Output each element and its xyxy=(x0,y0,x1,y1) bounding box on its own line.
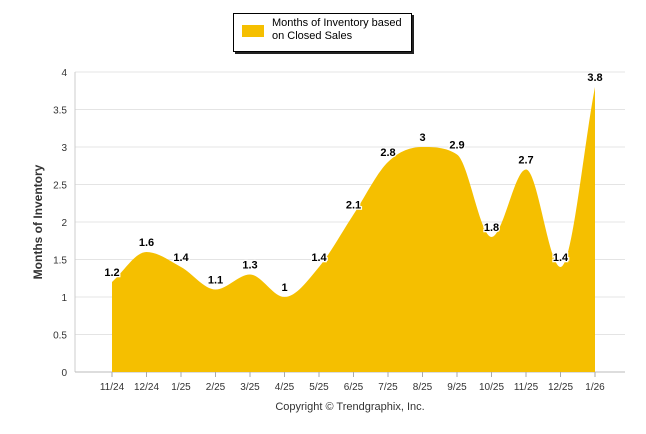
data-label: 1.1 xyxy=(208,275,223,287)
x-tick-label: 2/25 xyxy=(206,382,226,393)
copyright-text: Copyright © Trendgraphix, Inc. xyxy=(275,401,425,413)
y-axis-ticks: 0 0.5 1 1.5 2 2.5 3 3.5 4 xyxy=(53,68,67,379)
x-tick-label: 3/25 xyxy=(240,382,260,393)
x-tick-label: 12/25 xyxy=(548,382,573,393)
y-tick-label: 0 xyxy=(61,368,67,379)
data-label: 1.2 xyxy=(104,267,119,279)
y-axis-label: Months of Inventory xyxy=(31,164,45,279)
data-label: 2.8 xyxy=(380,147,395,159)
x-tick-label: 7/25 xyxy=(378,382,398,393)
x-tick-label: 11/25 xyxy=(514,382,539,393)
y-tick-label: 1 xyxy=(61,293,67,304)
legend-label: Months of Inventory based on Closed Sale… xyxy=(272,17,402,42)
x-tick-label: 6/25 xyxy=(344,382,364,393)
data-labels: 1.2 1.6 1.4 1.1 1.3 1 1.4 2.1 2.8 3 2.9 1.8 2.7 1.4 3.… xyxy=(103,71,604,296)
data-label: 1 xyxy=(281,282,287,294)
data-label: 2.7 xyxy=(518,155,533,167)
x-tick-label: 12/24 xyxy=(134,382,159,393)
y-tick-label: 1.5 xyxy=(53,256,67,267)
x-axis-ticks: 11/24 12/24 1/25 2/25 3/25 4/25 5/25 6/25 7/25 8/… xyxy=(100,372,605,393)
legend[interactable]: Months of Inventory based on Closed Sale… xyxy=(233,13,412,52)
area-series xyxy=(112,87,595,372)
legend-swatch xyxy=(242,25,264,37)
x-tick-label: 10/25 xyxy=(479,382,504,393)
x-tick-label: 1/25 xyxy=(171,382,191,393)
data-label: 1.4 xyxy=(311,252,327,264)
data-label: 2.9 xyxy=(449,140,464,152)
data-label: 1.6 xyxy=(139,237,154,249)
y-tick-label: 2.5 xyxy=(53,181,67,192)
area-fill xyxy=(112,87,595,372)
y-tick-label: 4 xyxy=(61,68,67,79)
x-tick-label: 4/25 xyxy=(275,382,295,393)
x-tick-label: 1/26 xyxy=(585,382,605,393)
x-tick-label: 5/25 xyxy=(309,382,329,393)
data-label: 3 xyxy=(419,132,425,144)
y-tick-label: 0.5 xyxy=(53,331,67,342)
y-tick-label: 3 xyxy=(61,143,67,154)
x-tick-label: 9/25 xyxy=(447,382,467,393)
data-label: 1.3 xyxy=(242,260,257,272)
data-label: 3.8 xyxy=(587,72,602,84)
y-tick-label: 2 xyxy=(61,218,67,229)
data-label: 2.1 xyxy=(346,200,361,212)
y-tick-label: 3.5 xyxy=(53,106,67,117)
data-label: 1.4 xyxy=(553,252,569,264)
x-tick-label: 11/24 xyxy=(100,382,125,393)
data-label: 1.4 xyxy=(173,252,189,264)
data-label: 1.8 xyxy=(484,222,499,234)
x-tick-label: 8/25 xyxy=(413,382,433,393)
